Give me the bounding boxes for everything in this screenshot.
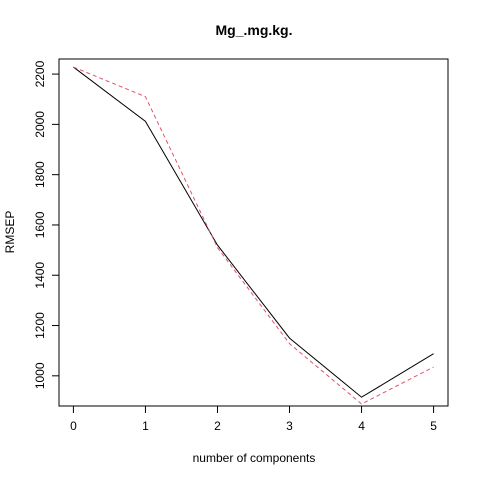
x-tick-label: 3 <box>286 419 293 433</box>
series-line-1 <box>73 66 434 398</box>
y-tick-label: 1400 <box>33 262 47 289</box>
y-tick-label: 1000 <box>33 362 47 389</box>
y-tick-label: 1800 <box>33 161 47 188</box>
x-axis: 0 1 2 3 4 5 <box>70 405 437 433</box>
y-axis-label: RMSEP <box>3 211 17 254</box>
plot-frame <box>58 58 449 407</box>
y-tick-label: 1600 <box>33 211 47 238</box>
series-line-2 <box>73 66 434 405</box>
y-tick-label: 1200 <box>33 312 47 339</box>
y-axis: 1000 1200 1400 1600 1800 2000 2200 <box>33 60 60 389</box>
series-layer <box>73 66 434 405</box>
x-tick-label: 5 <box>430 419 437 433</box>
x-tick-label: 1 <box>142 419 149 433</box>
x-tick-label: 4 <box>358 419 365 433</box>
x-tick-label: 2 <box>214 419 221 433</box>
y-tick-label: 2200 <box>33 60 47 87</box>
chart-title: Mg_.mg.kg. <box>215 22 292 38</box>
x-axis-label: number of components <box>193 451 316 465</box>
y-tick-label: 2000 <box>33 111 47 138</box>
x-tick-label: 0 <box>70 419 77 433</box>
